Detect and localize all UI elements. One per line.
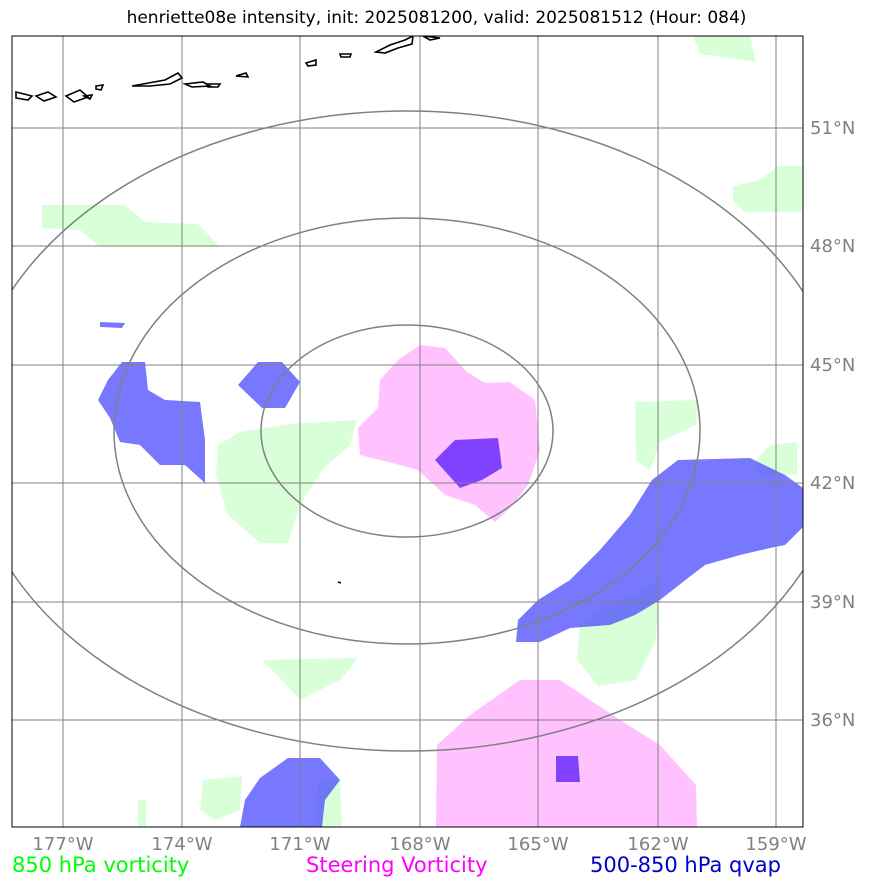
legend-qvap: 500-850 hPa qvap — [590, 853, 781, 877]
qvap-patch — [100, 322, 125, 328]
legend-steering-vorticity: Steering Vorticity — [306, 853, 488, 877]
vort850-patch — [200, 776, 242, 820]
lat-labels: 51°N 48°N 45°N 42°N 39°N 36°N — [810, 118, 855, 731]
steering-patch — [358, 345, 540, 522]
lon-labels: 177°W 174°W 171°W 168°W 165°W 162°W 159°… — [32, 834, 806, 855]
lat-label: 39°N — [810, 592, 855, 613]
qvap-patch — [98, 362, 205, 483]
steering-vorticity-layer — [358, 345, 697, 827]
qvap-core-patch — [556, 756, 580, 782]
range-rings — [12, 110, 803, 752]
vort850-patch — [138, 800, 146, 827]
coastlines — [15, 36, 441, 584]
lat-label: 48°N — [810, 236, 855, 257]
lat-label: 36°N — [810, 710, 855, 731]
map-frame — [11, 35, 804, 828]
lon-label: 162°W — [627, 834, 688, 855]
qvap-core-layer — [435, 438, 580, 782]
lat-label: 45°N — [810, 355, 855, 376]
vort850-patch — [693, 36, 756, 62]
lon-label: 159°W — [745, 834, 806, 855]
range-ring-outer — [12, 110, 803, 752]
lat-label: 42°N — [810, 473, 855, 494]
vort850-patch — [216, 420, 357, 543]
lat-label: 51°N — [810, 118, 855, 139]
qvap-core-patch — [435, 438, 502, 488]
map-title: henriette08e intensity, init: 2025081200… — [126, 8, 747, 28]
lon-label: 177°W — [32, 834, 93, 855]
lon-label: 171°W — [269, 834, 330, 855]
vort850-patch — [733, 166, 803, 212]
steering-patch — [436, 680, 697, 827]
vort850-patch — [42, 205, 220, 247]
qvap-patch — [516, 458, 803, 642]
range-ring-middle — [113, 217, 701, 645]
lon-label: 174°W — [151, 834, 212, 855]
vort850-patch — [635, 400, 698, 470]
lon-label: 168°W — [389, 834, 450, 855]
lon-label: 165°W — [507, 834, 568, 855]
vort850-patch — [262, 658, 358, 700]
qvap-patch — [238, 362, 300, 408]
qvap-patch — [240, 758, 340, 827]
legend-vorticity-850: 850 hPa vorticity — [12, 853, 190, 877]
range-ring-inner — [260, 324, 554, 538]
